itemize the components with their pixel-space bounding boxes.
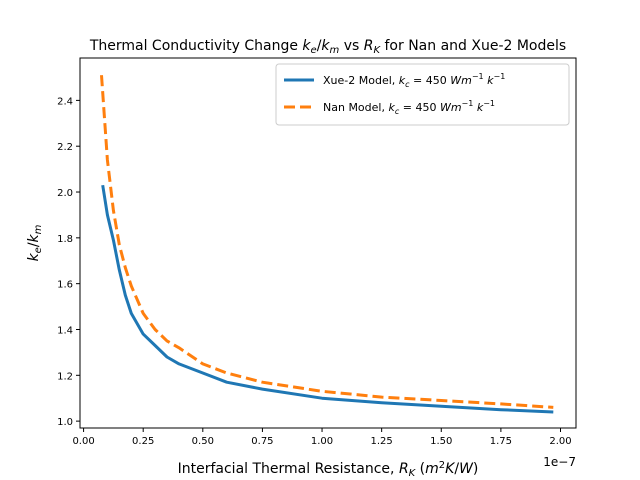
x-tick-label: 1.00	[311, 436, 333, 447]
x-tick-label: 0.75	[251, 436, 273, 447]
x-tick-label: 1.50	[430, 436, 452, 447]
axes-frame	[79, 57, 577, 429]
y-tick-label: 1.8	[57, 234, 73, 245]
y-tick-label: 1.4	[57, 325, 73, 336]
legend-label-xue2: Xue-2 Model, kc = 450 Wm−1 k−1	[323, 72, 505, 89]
plot-area: 0.00 0.25 0.50 0.75 1.00 1.25 1.50 1.75 2.00 1.0…	[57, 57, 577, 447]
chart-title: Thermal Conductivity Change ke/km vs RK …	[89, 38, 566, 56]
y-tick-label: 2.2	[57, 142, 73, 153]
x-axis-ticks: 0.00 0.25 0.50 0.75 1.00 1.25 1.50 1.75 2.00	[72, 428, 572, 447]
y-tick-label: 2.4	[57, 96, 73, 107]
y-axis-ticks: 1.0 1.2 1.4 1.6 1.8 2.0 2.2 2.4	[57, 96, 80, 428]
x-tick-label: 1.75	[490, 436, 512, 447]
y-tick-label: 2.0	[57, 188, 73, 199]
x-tick-label: 2.00	[549, 436, 571, 447]
x-tick-label: 1.25	[371, 436, 393, 447]
x-tick-label: 0.00	[72, 436, 94, 447]
series-line-nan	[100, 75, 554, 409]
y-tick-label: 1.2	[57, 371, 73, 382]
y-tick-label: 1.6	[57, 280, 73, 291]
x-offset-label: 1e−7	[543, 455, 576, 469]
series-line-xue2	[101, 184, 554, 414]
x-tick-label: 0.25	[132, 436, 154, 447]
legend-label-nan: Nan Model, kc = 450 Wm−1 k−1	[323, 99, 495, 116]
series-layer	[100, 75, 554, 414]
legend-box	[275, 63, 570, 126]
x-axis-label: Interfacial Thermal Resistance, RK (m2K/…	[178, 460, 479, 479]
legend: Xue-2 Model, kc = 450 Wm−1 k−1 Nan Model…	[275, 63, 570, 126]
x-tick-label: 0.50	[192, 436, 214, 447]
y-axis-label: ke/km	[26, 224, 44, 261]
y-tick-label: 1.0	[57, 417, 73, 428]
